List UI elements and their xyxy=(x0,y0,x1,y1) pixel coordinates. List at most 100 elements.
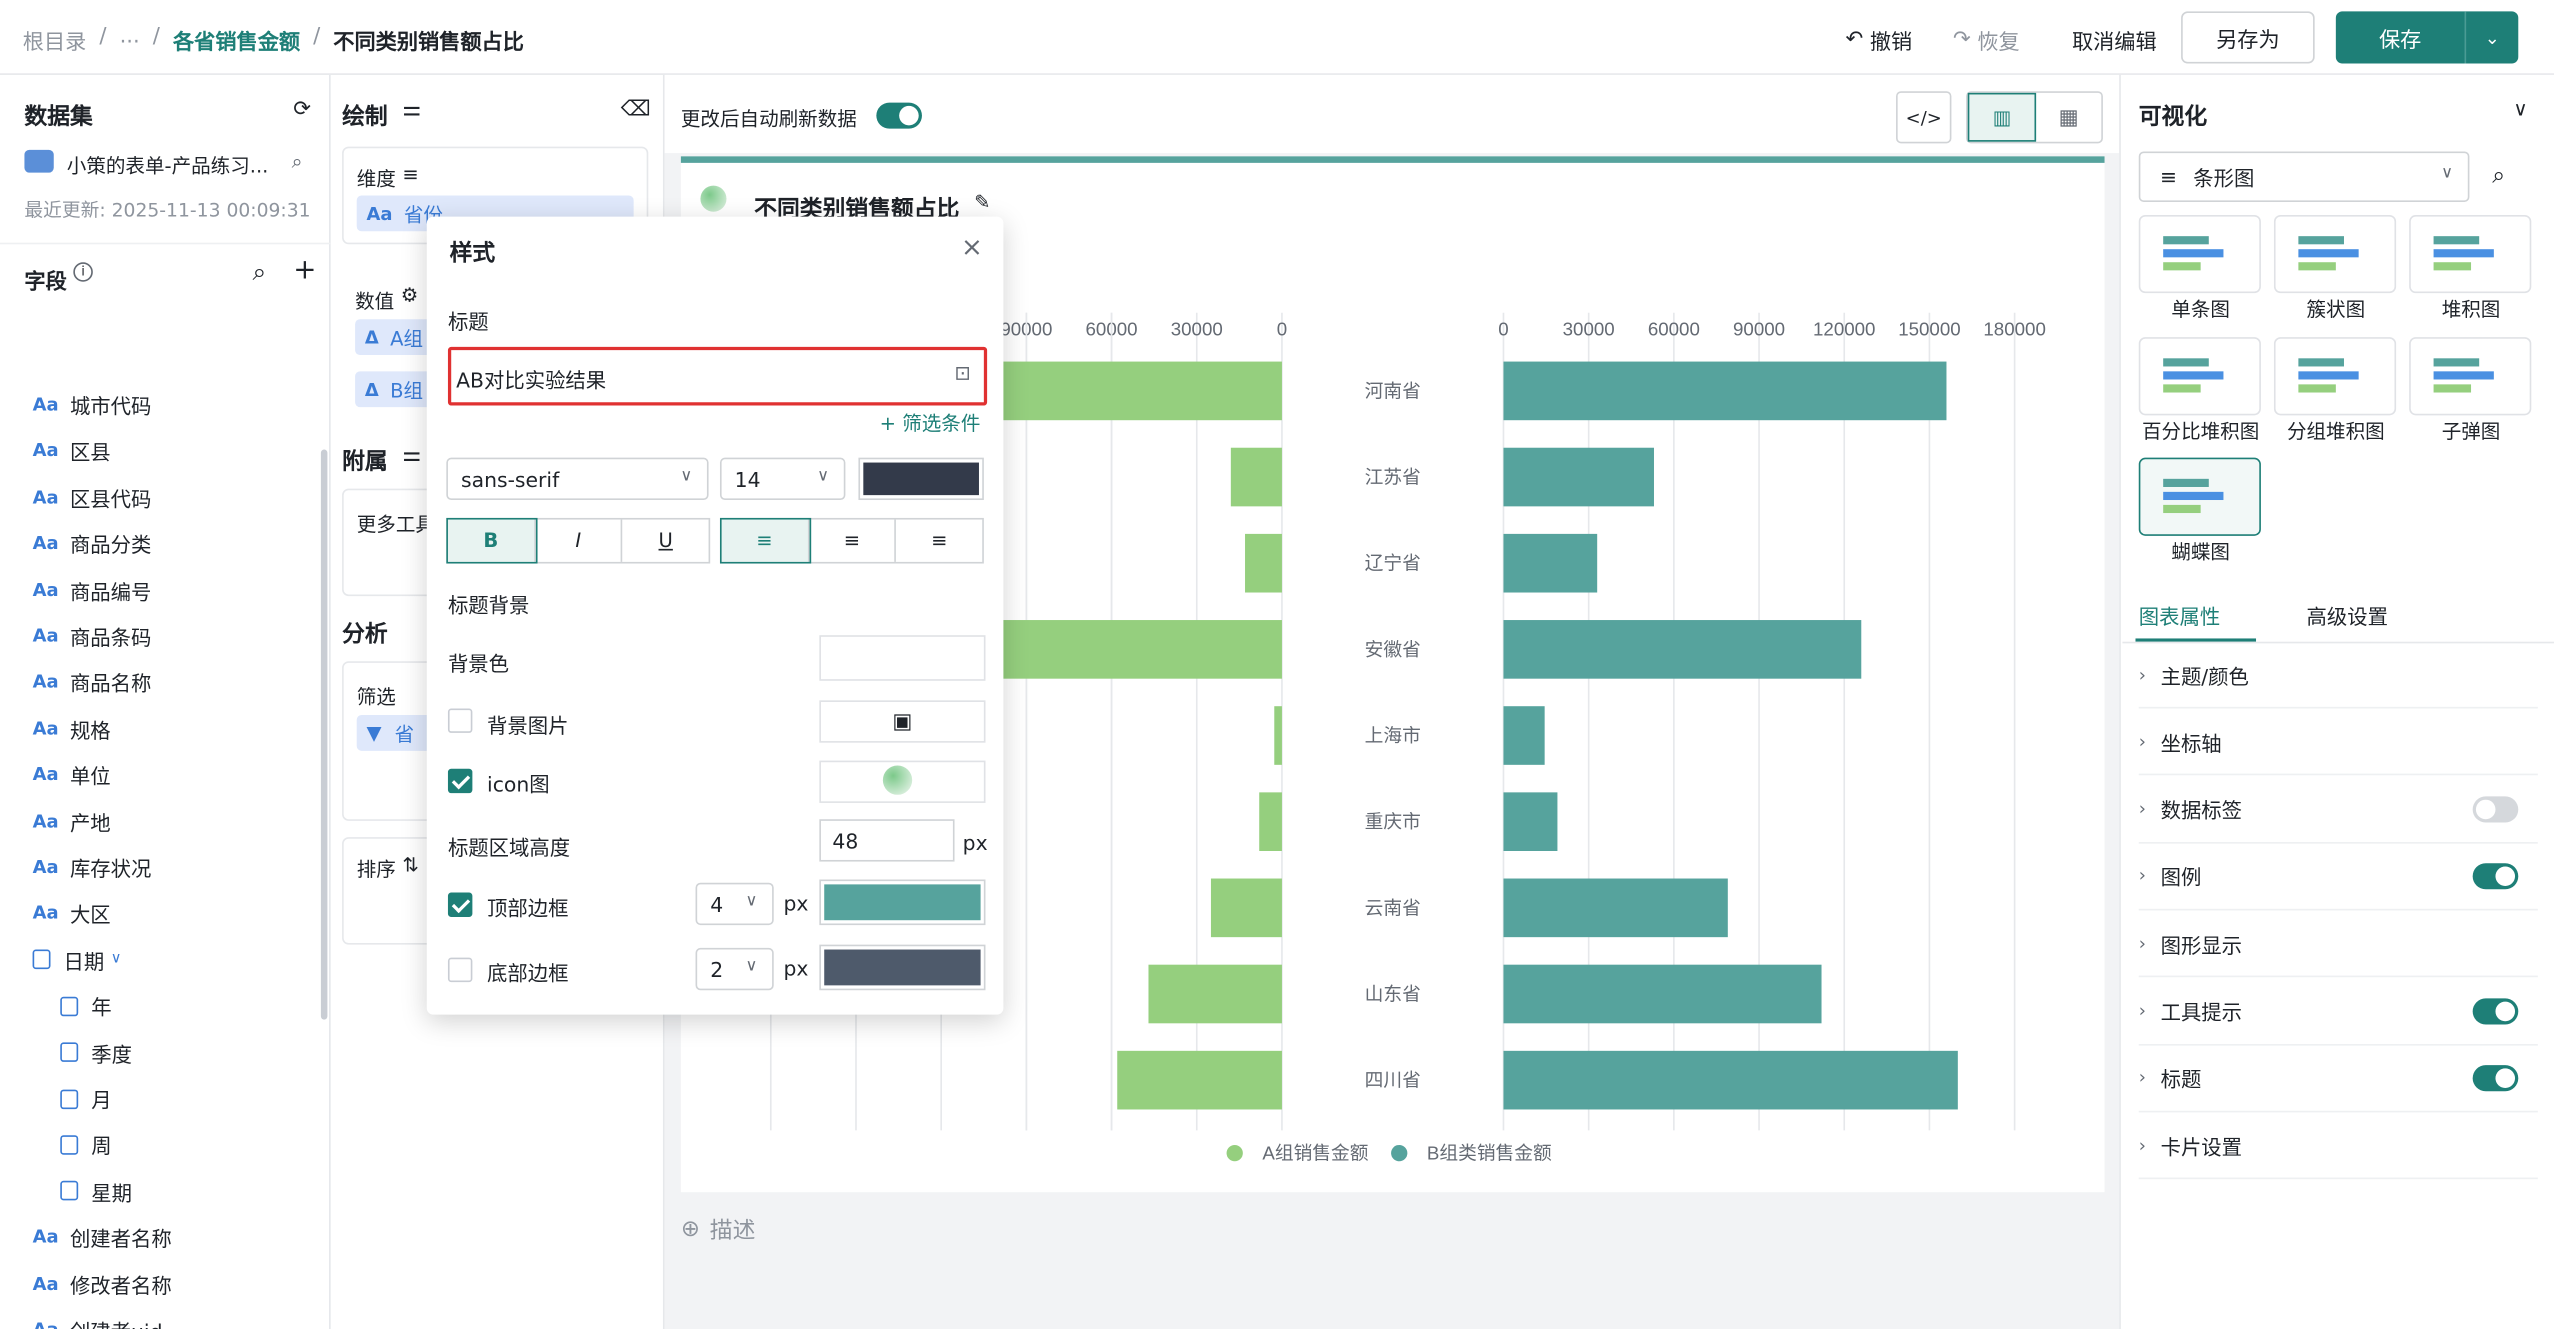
auto-refresh-toggle[interactable] xyxy=(876,102,922,129)
chart-view-icon[interactable]: ▥ xyxy=(1967,92,2037,142)
percent-stacked-bar-icon[interactable] xyxy=(2138,337,2261,416)
bottom-border-checkbox[interactable] xyxy=(447,957,473,983)
save-button[interactable]: 保存 xyxy=(2336,11,2467,64)
search-icon[interactable]: ⌕ xyxy=(2492,162,2505,189)
filter-condition-button[interactable]: + 筛选条件 xyxy=(879,412,981,435)
top-border-color[interactable] xyxy=(819,879,986,926)
settings-sliders-icon[interactable]: ⚌ xyxy=(402,97,422,123)
stacked-bar-icon[interactable] xyxy=(2409,214,2532,294)
property-section[interactable]: › 图例 xyxy=(2138,843,2538,911)
title-input[interactable]: AB对比实验结果 ⊡ xyxy=(447,346,988,406)
date-type-icon xyxy=(32,950,51,970)
property-section[interactable]: › 卡片设置 xyxy=(2138,1113,2538,1180)
field-item[interactable]: Aa 创建者uid xyxy=(33,1314,163,1329)
breadcrumb-ellipsis[interactable]: ... xyxy=(119,24,140,49)
code-icon[interactable]: </> xyxy=(1896,91,1952,144)
refresh-dataset-icon[interactable]: ⟳ xyxy=(293,97,311,123)
ai-icon[interactable]: ⊡ xyxy=(954,361,971,385)
more-tools-label[interactable]: 更多工具 xyxy=(356,513,435,536)
field-item[interactable]: Aa 库存状况 xyxy=(33,852,152,883)
top-border-select[interactable]: 4 ∨ xyxy=(695,882,774,926)
bottom-border-select[interactable]: 2 ∨ xyxy=(695,947,774,991)
property-section[interactable]: › 数据标签 xyxy=(2138,776,2538,844)
font-family-select[interactable]: sans-serif ∨ xyxy=(446,457,709,501)
field-item[interactable]: Aa 区县代码 xyxy=(33,482,152,513)
table-view-icon[interactable]: ▦ xyxy=(2058,105,2079,130)
close-icon[interactable]: × xyxy=(961,231,983,263)
field-item[interactable]: Aa 规格 xyxy=(33,713,111,744)
attach-settings-icon[interactable]: ⚌ xyxy=(402,443,422,468)
font-color-picker[interactable] xyxy=(858,457,984,501)
field-item[interactable]: Aa 商品条码 xyxy=(33,621,152,652)
search-icon[interactable]: ⌕ xyxy=(252,257,267,287)
bg-color-picker[interactable] xyxy=(819,635,986,681)
property-toggle[interactable] xyxy=(2472,795,2519,822)
field-item[interactable]: Aa 商品分类 xyxy=(33,528,152,559)
single-bar-icon[interactable] xyxy=(2138,214,2261,294)
field-label: 库存状况 xyxy=(69,856,152,882)
collapse-chevron-icon[interactable]: ∨ xyxy=(2513,97,2528,121)
area-height-input[interactable]: 48 xyxy=(819,819,955,862)
tab-chart-props[interactable]: 图表属性 xyxy=(2138,604,2221,629)
property-toggle[interactable] xyxy=(2472,997,2519,1024)
icon-checkbox[interactable] xyxy=(447,768,473,794)
field-item[interactable]: 年 xyxy=(60,991,112,1022)
clustered-bar-icon[interactable] xyxy=(2273,214,2397,294)
field-item[interactable]: Aa 修改者名称 xyxy=(33,1268,172,1299)
field-item[interactable]: Aa 创建者名称 xyxy=(33,1222,172,1253)
field-item[interactable]: 周 xyxy=(60,1129,112,1160)
undo-button[interactable]: ↶ 撤销 xyxy=(1845,27,1913,56)
field-item[interactable]: Aa 单位 xyxy=(33,759,111,790)
italic-button[interactable]: I xyxy=(535,519,623,562)
property-toggle[interactable] xyxy=(2472,1064,2519,1091)
field-item[interactable]: Aa 区县 xyxy=(33,435,111,466)
field-item[interactable]: 星期 xyxy=(60,1176,132,1207)
preview-icon[interactable]: ⌕ xyxy=(291,149,303,173)
eraser-icon[interactable]: ⌫ xyxy=(620,97,651,123)
bg-image-checkbox[interactable] xyxy=(447,708,473,733)
butterfly-chart-icon[interactable] xyxy=(2138,457,2261,536)
bottom-border-color[interactable] xyxy=(819,944,986,991)
field-item[interactable]: Aa 城市代码 xyxy=(33,389,152,420)
property-section[interactable]: › 坐标轴 xyxy=(2138,709,2538,776)
bold-button[interactable]: B xyxy=(446,517,537,564)
edit-icon[interactable]: ✎ xyxy=(974,190,991,214)
property-section[interactable]: › 工具提示 xyxy=(2138,978,2538,1045)
font-size-select[interactable]: 14 ∨ xyxy=(719,457,846,501)
tab-advanced[interactable]: 高级设置 xyxy=(2306,604,2388,629)
describe-button[interactable]: ⊕ 描述 xyxy=(680,1216,756,1245)
cancel-edit-button[interactable]: 取消编辑 xyxy=(2071,30,2157,56)
save-as-button[interactable]: 另存为 xyxy=(2181,11,2315,64)
field-item[interactable]: Aa 大区 xyxy=(33,898,111,929)
property-toggle[interactable] xyxy=(2472,863,2519,890)
group-stacked-bar-icon[interactable] xyxy=(2273,337,2397,416)
breadcrumb-parent[interactable]: 各省销售金额 xyxy=(172,30,301,56)
field-item[interactable]: Aa 商品编号 xyxy=(33,574,152,605)
chart-type-select[interactable]: ≡ 条形图 ∨ xyxy=(2138,151,2470,202)
field-item[interactable]: 日期 ∨ xyxy=(32,944,122,975)
property-section[interactable]: › 图形显示 xyxy=(2138,911,2538,978)
field-item[interactable]: 季度 xyxy=(60,1037,132,1068)
dataset-name[interactable]: 小策的表单-产品练习... xyxy=(66,154,269,178)
sort-icon[interactable]: ⇅ xyxy=(402,853,419,877)
property-section[interactable]: › 主题/颜色 xyxy=(2138,642,2538,709)
field-list-scrollbar[interactable] xyxy=(320,449,328,1020)
add-field-icon[interactable]: + xyxy=(293,254,317,287)
align-right-icon[interactable]: ≡ xyxy=(931,529,948,553)
image-icon[interactable]: ▣ xyxy=(819,700,986,743)
redo-button[interactable]: ↷ 恢复 xyxy=(1953,27,2020,56)
bullet-chart-icon[interactable] xyxy=(2409,337,2532,416)
icon-picker[interactable] xyxy=(819,760,986,803)
field-item[interactable]: 月 xyxy=(60,1083,112,1114)
chevron-down-icon[interactable]: ∨ xyxy=(110,951,122,968)
underline-button[interactable]: U xyxy=(658,529,673,553)
property-section[interactable]: › 标题 xyxy=(2138,1045,2538,1113)
breadcrumb-root[interactable]: 根目录 xyxy=(22,30,87,56)
top-border-checkbox[interactable] xyxy=(447,892,473,917)
gear-icon[interactable]: ⚙ xyxy=(400,283,419,307)
align-center-icon[interactable]: ≡ xyxy=(809,519,897,562)
align-left-icon[interactable]: ≡ xyxy=(719,517,811,564)
field-item[interactable]: Aa 商品名称 xyxy=(33,667,152,698)
field-item[interactable]: Aa 产地 xyxy=(33,806,111,837)
save-dropdown-chevron-icon[interactable]: ⌄ xyxy=(2484,26,2500,49)
